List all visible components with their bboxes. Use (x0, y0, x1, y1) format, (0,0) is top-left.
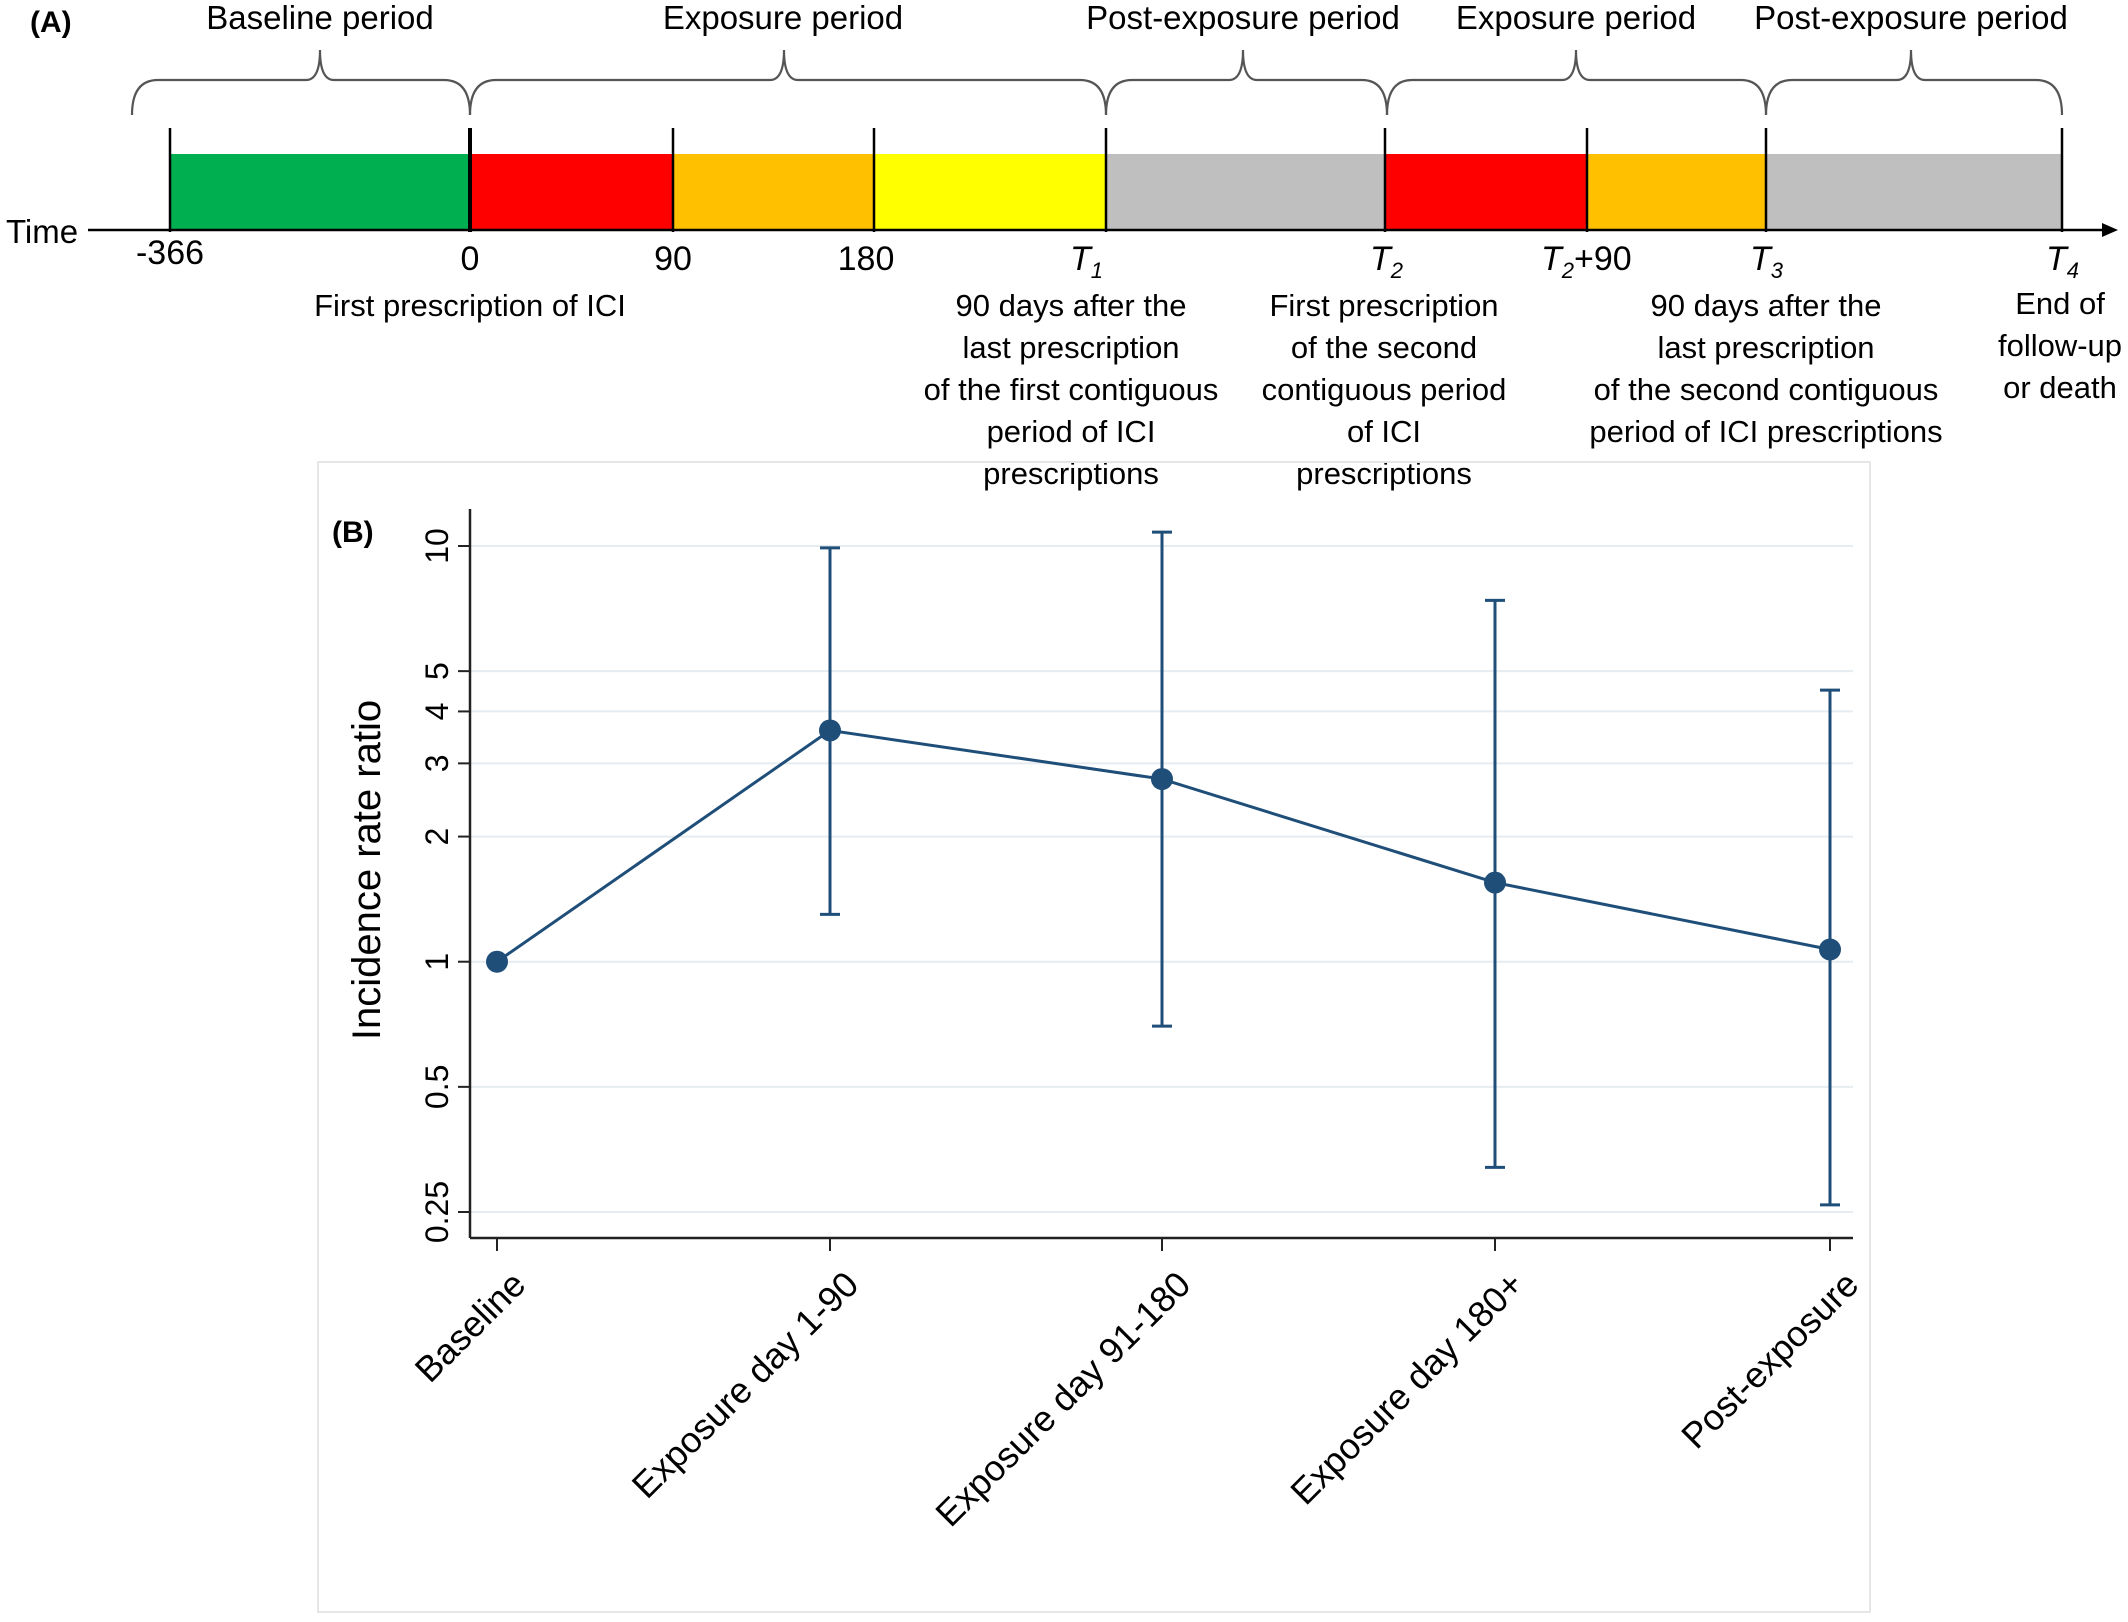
tick-label-t4-sub: 4 (2067, 258, 2079, 283)
tick-label-t2p90-suffix: +90 (1574, 240, 1632, 278)
y-tick-label-10: 10 (419, 528, 455, 564)
brace-exposure-2 (1385, 49, 1768, 116)
y-tick-label-1: 1 (419, 953, 455, 971)
tick-label-t1-sub: 1 (1091, 258, 1103, 283)
series-irr (486, 530, 1841, 1207)
desc-t3-line-3: period of ICI prescriptions (1589, 414, 1942, 449)
y-tick-labels: 0.25 0.5 1 2 3 4 5 10 (419, 528, 455, 1243)
panel-b-label: (B) (332, 516, 374, 549)
period-braces (130, 49, 2064, 116)
timeline-segment-post-exposure-2 (1766, 154, 2062, 230)
desc-t2-line-1: of the second (1291, 330, 1477, 365)
data-point-1 (819, 719, 841, 742)
tick-label-t4: T4 (2046, 240, 2079, 283)
desc-t1-line-3: period of ICI (987, 414, 1156, 449)
brace-post-exposure-2 (1764, 49, 2064, 116)
timeline-segment-second-exposure-day-1-90 (1385, 154, 1587, 230)
x-tick-labels: Baseline Exposure day 1-90 Exposure day 91… (407, 1263, 1867, 1534)
tick-label-t1-base: T (1070, 240, 1093, 278)
tick-label-0: 0 (461, 240, 480, 278)
brace-exposure-1 (468, 49, 1108, 116)
timeline-segment-exposure-day-1-90 (470, 154, 673, 230)
y-tick-label-0.25: 0.25 (419, 1181, 455, 1243)
tick-label-t3-base: T (1750, 240, 1773, 278)
x-tick-label-1: Exposure day 1-90 (624, 1263, 867, 1506)
panel-a: (A) Baseline period Exposure period Post… (6, 0, 2122, 491)
timeline-segment-exposure-day-180-plus (874, 154, 1106, 230)
y-tick-label-4: 4 (419, 703, 455, 721)
desc-t2-line-0: First prescription (1269, 288, 1498, 323)
tick-label-180: 180 (838, 240, 895, 278)
x-tick-label-4: Post-exposure (1673, 1263, 1866, 1456)
tick-label-t2-plus-90: T2+90 (1541, 240, 1632, 283)
y-axis-title: Incidence rate ratio (345, 700, 389, 1040)
x-tick-label-3: Exposure day 180+ (1282, 1263, 1531, 1512)
desc-t2-line-2: contiguous period (1262, 372, 1507, 407)
period-label-exposure-2: Exposure period (1456, 0, 1696, 36)
timeline-segment-exposure-day-91-180 (673, 154, 874, 230)
data-point-3 (1484, 871, 1506, 894)
brace-baseline (130, 49, 472, 116)
tick-label-t3-sub: 3 (1771, 258, 1784, 283)
timeline-segment-second-exposure-day-91-plus (1587, 154, 1766, 230)
desc-t1-line-1: last prescription (962, 330, 1179, 365)
period-label-baseline: Baseline period (206, 0, 434, 36)
y-tick-label-0.5: 0.5 (419, 1065, 455, 1109)
x-tick-label-2: Exposure day 91-180 (927, 1263, 1198, 1534)
data-point-2 (1151, 768, 1173, 791)
tick-label-minus-366: -366 (136, 234, 204, 272)
time-axis-arrowhead (2102, 223, 2118, 237)
desc-t2: First prescription of the second contigu… (1262, 288, 1507, 491)
y-tick-label-3: 3 (419, 754, 455, 772)
desc-zero-line-0: First prescription of ICI (314, 288, 626, 323)
tick-label-t2: T2 (1370, 240, 1403, 283)
tick-label-t2p90-sub: 2 (1561, 258, 1574, 283)
tick-label-t4-base: T (2046, 240, 2069, 278)
panel-b-frame (317, 461, 1871, 1613)
period-label-exposure-1: Exposure period (663, 0, 903, 36)
desc-t1-line-2: of the first contiguous (924, 372, 1219, 407)
timeline-bars (170, 154, 2062, 230)
desc-t2-line-3: of ICI (1347, 414, 1421, 449)
axes (458, 509, 1853, 1251)
timeline-segment-baseline (170, 154, 470, 230)
brace-post-exposure-1 (1104, 49, 1389, 116)
tick-label-t1: T1 (1070, 240, 1103, 283)
desc-t3-line-2: of the second contiguous (1594, 372, 1939, 407)
tick-label-t2-base: T (1370, 240, 1393, 278)
time-axis-label: Time (6, 213, 78, 250)
desc-t4-line-1: follow-up (1998, 328, 2122, 363)
timeline-segment-post-exposure-1 (1106, 154, 1385, 230)
data-point-4 (1819, 938, 1841, 961)
desc-t4-line-0: End of (2015, 286, 2105, 321)
x-tick-label-0: Baseline (407, 1263, 534, 1390)
y-tick-label-2: 2 (419, 828, 455, 846)
tick-label-t2-sub: 2 (1390, 258, 1403, 283)
tick-label-t3: T3 (1750, 240, 1784, 283)
desc-t3-line-1: last prescription (1657, 330, 1874, 365)
y-tick-label-5: 5 (419, 662, 455, 680)
desc-t1: 90 days after the last prescription of t… (924, 288, 1219, 491)
tick-label-t2p90-base: T (1541, 240, 1564, 278)
desc-t4-line-2: or death (2003, 370, 2117, 405)
period-label-post-exposure-2: Post-exposure period (1754, 0, 2068, 36)
panel-a-label: (A) (30, 6, 72, 39)
data-point-0 (486, 950, 508, 973)
timeline-markers (168, 128, 2064, 232)
desc-t3: 90 days after the last prescription of t… (1589, 288, 1942, 449)
period-label-post-exposure-1: Post-exposure period (1086, 0, 1400, 36)
tick-label-90: 90 (654, 240, 692, 278)
desc-t1-line-0: 90 days after the (956, 288, 1187, 323)
desc-t4: End of follow-up or death (1998, 286, 2122, 405)
desc-t3-line-0: 90 days after the (1651, 288, 1882, 323)
panel-b: (B) Incidence rate ratio 0.250.51234510 … (317, 461, 1871, 1613)
